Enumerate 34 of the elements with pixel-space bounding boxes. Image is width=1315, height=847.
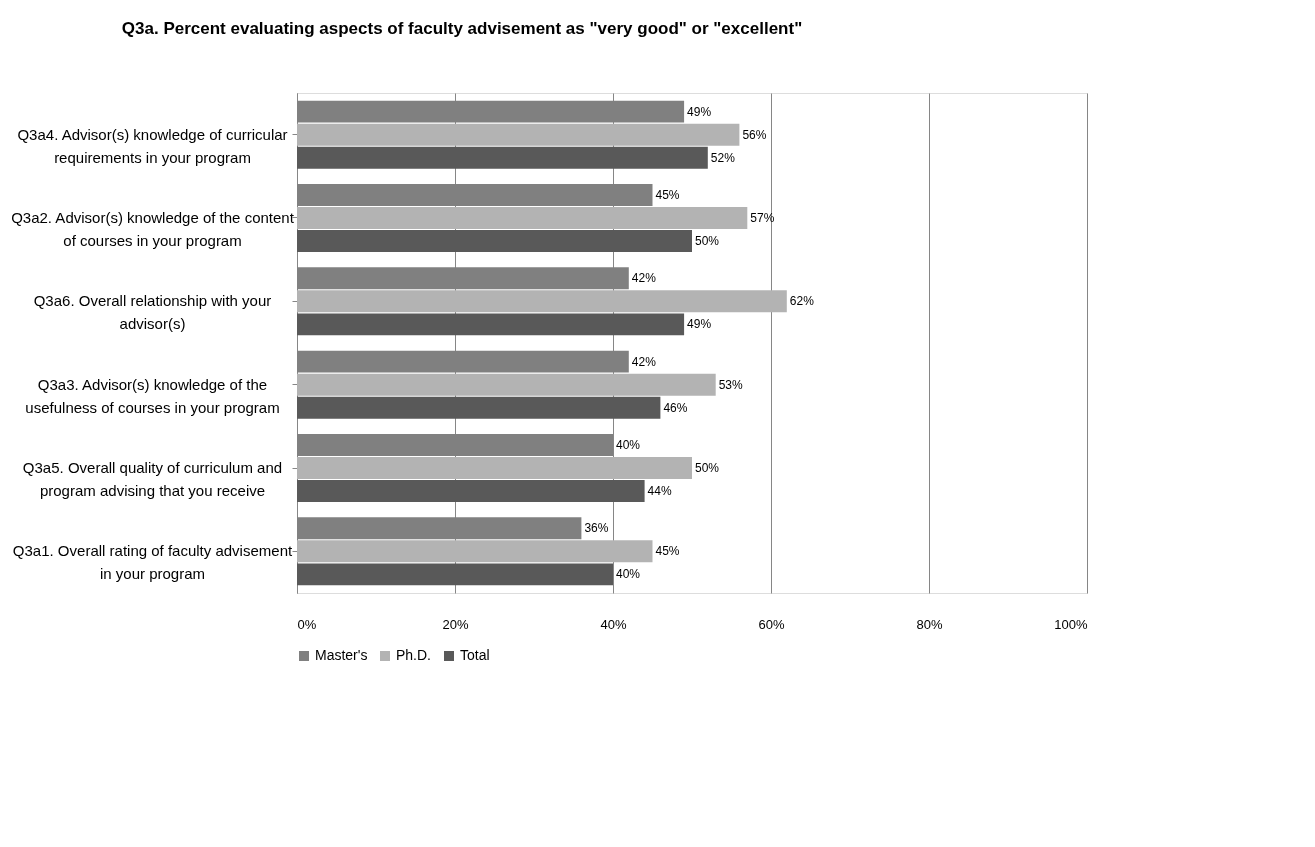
data-label: 56% — [742, 127, 767, 142]
x-tick-label: 0% — [297, 616, 317, 632]
data-label: 36% — [584, 521, 609, 536]
x-tick-label: 100% — [1054, 616, 1088, 632]
data-label: 40% — [616, 437, 641, 452]
data-label: 49% — [687, 317, 712, 332]
data-label: 52% — [710, 150, 736, 165]
data-label: 45% — [655, 544, 680, 559]
data-label: 45% — [655, 187, 680, 202]
data-label: 44% — [647, 484, 672, 499]
y-tick-label: Q3a3. Advisor(s) knowledge of the usefulness of courses in your program — [25, 375, 280, 416]
legend-label: Master's — [315, 647, 368, 663]
data-label: 42% — [631, 271, 657, 286]
data-label: 62% — [789, 294, 815, 309]
data-label: 42% — [631, 354, 657, 369]
data-label: 46% — [663, 400, 688, 415]
x-tick-label: 80% — [916, 616, 943, 632]
data-label: 49% — [687, 104, 712, 119]
y-tick-label: Q3a5. Overall quality of curriculum and program advising that you receive — [22, 459, 283, 499]
x-tick-label: 40% — [600, 616, 627, 632]
y-tick-label: Q3a1. Overall rating of faculty advisement in your program — [12, 542, 293, 583]
legend-label: Ph.D. — [396, 647, 432, 663]
y-tick-label: Q3a4. Advisor(s) knowledge of curricular requirements in your program — [17, 125, 288, 166]
chart-title: Q3a. Percent evaluating aspects of faculty advisement as "very good" or "excellent" — [121, 19, 803, 38]
x-tick-label: 20% — [442, 616, 469, 632]
data-label: 53% — [718, 377, 744, 392]
x-tick-label: 60% — [758, 616, 785, 632]
data-label: 57% — [750, 211, 775, 225]
y-tick-label: Q3a2. Advisor(s) knowledge of the content of courses in your program — [11, 209, 295, 249]
data-label: 50% — [695, 234, 720, 249]
legend-label: Total — [460, 647, 490, 663]
y-tick-label: Q3a6. Overall relationship with your advisor(s) — [33, 292, 272, 333]
data-label: 40% — [616, 567, 641, 582]
data-label: 50% — [695, 461, 720, 475]
